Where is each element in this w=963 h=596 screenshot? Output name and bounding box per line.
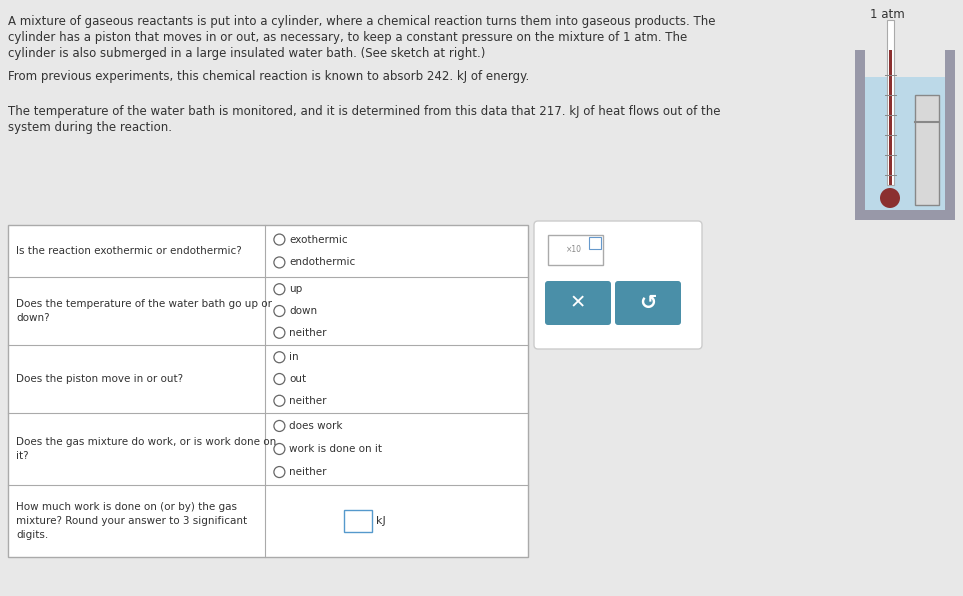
Text: endothermic: endothermic: [290, 257, 355, 268]
Text: Does the temperature of the water bath go up or
down?: Does the temperature of the water bath g…: [16, 299, 272, 323]
Text: work is done on it: work is done on it: [290, 444, 382, 454]
Text: A mixture of gaseous reactants is put into a cylinder, where a chemical reaction: A mixture of gaseous reactants is put in…: [8, 15, 716, 28]
Bar: [945, 50, 955, 220]
Text: The temperature of the water bath is monitored, and it is determined from this d: The temperature of the water bath is mon…: [8, 105, 720, 118]
Text: Does the piston move in or out?: Does the piston move in or out?: [16, 374, 183, 384]
Bar: [589, 237, 601, 249]
Text: cylinder is also submerged in a large insulated water bath. (See sketch at right: cylinder is also submerged in a large in…: [8, 47, 485, 60]
Bar: [865, 77, 945, 210]
Text: neither: neither: [290, 328, 326, 338]
Circle shape: [880, 188, 900, 208]
Text: How much work is done on (or by) the gas
mixture? Round your answer to 3 signifi: How much work is done on (or by) the gas…: [16, 502, 247, 539]
Text: down: down: [290, 306, 318, 316]
Text: 1 atm: 1 atm: [870, 8, 905, 21]
Text: does work: does work: [290, 421, 343, 431]
Bar: [8, 225, 528, 557]
Text: ✕: ✕: [570, 293, 586, 312]
Text: out: out: [290, 374, 306, 384]
Bar: [344, 510, 372, 532]
Bar: [855, 50, 865, 220]
Bar: [855, 210, 955, 220]
FancyBboxPatch shape: [615, 281, 681, 325]
Text: ×10: ×10: [566, 246, 582, 254]
Bar: [548, 235, 603, 265]
Text: Does the gas mixture do work, or is work done on
it?: Does the gas mixture do work, or is work…: [16, 437, 276, 461]
Text: kJ: kJ: [377, 516, 386, 526]
Text: neither: neither: [290, 467, 326, 477]
FancyBboxPatch shape: [545, 281, 611, 325]
Text: exothermic: exothermic: [290, 235, 348, 244]
Text: cylinder has a piston that moves in or out, as necessary, to keep a constant pre: cylinder has a piston that moves in or o…: [8, 31, 688, 44]
Bar: [887, 20, 894, 185]
Text: neither: neither: [290, 396, 326, 406]
Bar: [915, 95, 939, 205]
Text: ↺: ↺: [639, 293, 657, 313]
Text: up: up: [290, 284, 302, 294]
Text: Is the reaction exothermic or endothermic?: Is the reaction exothermic or endothermi…: [16, 246, 242, 256]
Text: in: in: [290, 352, 299, 362]
Text: system during the reaction.: system during the reaction.: [8, 121, 172, 134]
Text: From previous experiments, this chemical reaction is known to absorb 242. kJ of : From previous experiments, this chemical…: [8, 70, 530, 83]
Bar: [889, 49, 892, 185]
FancyBboxPatch shape: [534, 221, 702, 349]
